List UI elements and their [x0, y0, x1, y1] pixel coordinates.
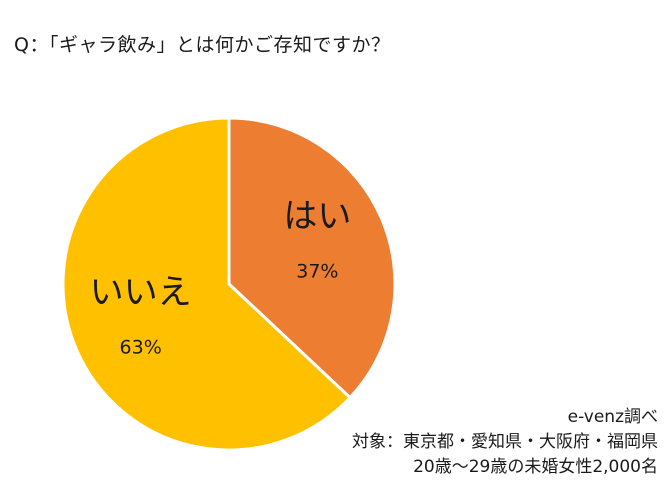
slice-label-yes: はい [283, 196, 351, 236]
pie-slice-yes [227, 116, 397, 400]
question-title: Q：「ギャラ飲み」とは何かご存知ですか？ [14, 34, 391, 56]
slice-label-no: いいえ [90, 273, 192, 313]
pie-slice-no [61, 116, 352, 452]
slice-percent-no: 63% [120, 337, 162, 359]
slice-percent-yes: 37% [296, 260, 338, 282]
pie-slices [61, 116, 397, 452]
footnote-demographic: 20歳〜29歳の未婚女性2,000名 [413, 457, 658, 477]
footnote-target: 対象：東京都・愛知県・大阪府・福岡県 [352, 432, 658, 452]
footnote: e-venz調べ 対象：東京都・愛知県・大阪府・福岡県 20歳〜29歳の未婚女性… [352, 405, 658, 480]
pie-labels: はい 37% いいえ 63% [90, 196, 352, 358]
footnote-source: e-venz調べ [567, 407, 658, 427]
